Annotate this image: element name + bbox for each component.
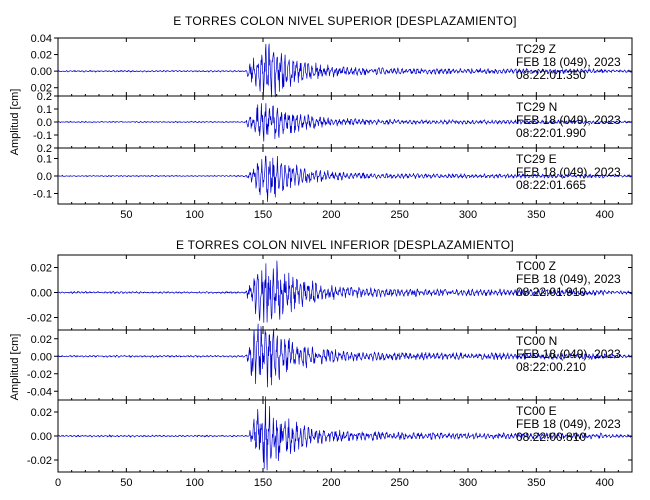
x-tick-label: 200 — [322, 209, 340, 221]
y-tick-label: 0.02 — [31, 50, 52, 62]
y-tick-label: 0.1 — [37, 154, 52, 166]
lower-chart-title: E TORRES COLON NIVEL INFERIOR [DESPLAZAM… — [176, 238, 514, 252]
time-label: 08:22:01.350 — [516, 68, 586, 82]
upper-level-chart: E TORRES COLON NIVEL SUPERIOR [DESPLAZAM… — [9, 14, 633, 221]
trace-tc00-z — [58, 260, 633, 323]
date-label: FEB 18 (049), 2023 — [516, 347, 621, 361]
trace-tc29-e — [57, 155, 633, 203]
trace-tc00-n — [58, 323, 633, 388]
y-tick-label: -0.02 — [27, 369, 52, 381]
y-tick-label: 0.00 — [31, 351, 52, 363]
x-tick-label: 350 — [527, 477, 545, 489]
y-tick-label: 0.2 — [37, 143, 52, 155]
station-label: TC00 E — [516, 404, 557, 418]
y-tick-label: 0.02 — [31, 263, 52, 275]
trace-tc00-e — [57, 396, 633, 471]
x-tick-label: 300 — [459, 477, 477, 489]
y-tick-label: 0.02 — [31, 334, 52, 346]
x-tick-label: 250 — [390, 477, 408, 489]
x-tick-label: 100 — [185, 209, 203, 221]
x-tick-label: 0 — [55, 477, 61, 489]
y-tick-label: -0.02 — [27, 313, 52, 325]
upper-chart-ylabel: Amplitud [cm] — [9, 89, 21, 156]
time-label: 08:22:00.210 — [516, 360, 586, 374]
date-label: FEB 18 (049), 2023 — [516, 165, 621, 179]
y-tick-label: 0.00 — [31, 66, 52, 78]
x-tick-label: 300 — [459, 209, 477, 221]
x-tick-label: 50 — [120, 477, 132, 489]
station-label: TC29 N — [516, 100, 557, 114]
station-label: TC00 Z — [516, 259, 556, 273]
date-label: FEB 18 (049), 2023 — [516, 55, 621, 69]
trace-tc29-n — [57, 103, 633, 142]
time-label: 08:22:01.665 — [516, 178, 586, 192]
y-tick-label: -0.1 — [33, 189, 52, 201]
time-label: 08:22:01.990 — [516, 126, 586, 140]
x-tick-label: 100 — [185, 477, 203, 489]
y-tick-label: 0.1 — [37, 104, 52, 116]
station-label: TC00 N — [516, 334, 557, 348]
date-label: FEB 18 (049), 2023 — [516, 113, 621, 127]
y-tick-label: 0.0 — [37, 117, 52, 129]
x-tick-label: 200 — [322, 477, 340, 489]
station-label: TC29 E — [516, 152, 557, 166]
x-tick-label: 400 — [595, 477, 613, 489]
x-tick-label: 250 — [390, 209, 408, 221]
y-tick-label: -0.04 — [27, 386, 52, 398]
date-label: FEB 18 (049), 2023 — [516, 272, 621, 286]
date-label: FEB 18 (049), 2023 — [516, 417, 621, 431]
time-label: 08:22:01.910 — [516, 285, 586, 299]
trace-tc29-z — [57, 43, 633, 98]
lower-chart-ylabel: Amplitud [cm] — [9, 334, 21, 401]
y-tick-label: 0.0 — [37, 171, 52, 183]
upper-chart-title: E TORRES COLON NIVEL SUPERIOR [DESPLAZAM… — [173, 14, 516, 28]
y-tick-label: 0.02 — [31, 83, 52, 95]
station-label: TC29 Z — [516, 42, 556, 56]
y-tick-label: 0.00 — [31, 288, 52, 300]
y-tick-label: 0.00 — [31, 431, 52, 443]
x-tick-label: 50 — [120, 209, 132, 221]
lower-level-chart: E TORRES COLON NIVEL INFERIOR [DESPLAZAM… — [9, 238, 633, 489]
x-tick-label: 350 — [527, 209, 545, 221]
x-tick-label: 150 — [254, 477, 272, 489]
x-tick-label: 400 — [595, 209, 613, 221]
x-tick-label: 150 — [254, 209, 272, 221]
y-tick-label: 0.04 — [31, 33, 52, 45]
y-tick-label: -0.1 — [33, 130, 52, 142]
y-tick-label: 0.2 — [37, 91, 52, 103]
time-label: 08:22:00.810 — [516, 430, 586, 444]
y-tick-label: -0.02 — [27, 455, 52, 467]
y-tick-label: 0.02 — [31, 407, 52, 419]
